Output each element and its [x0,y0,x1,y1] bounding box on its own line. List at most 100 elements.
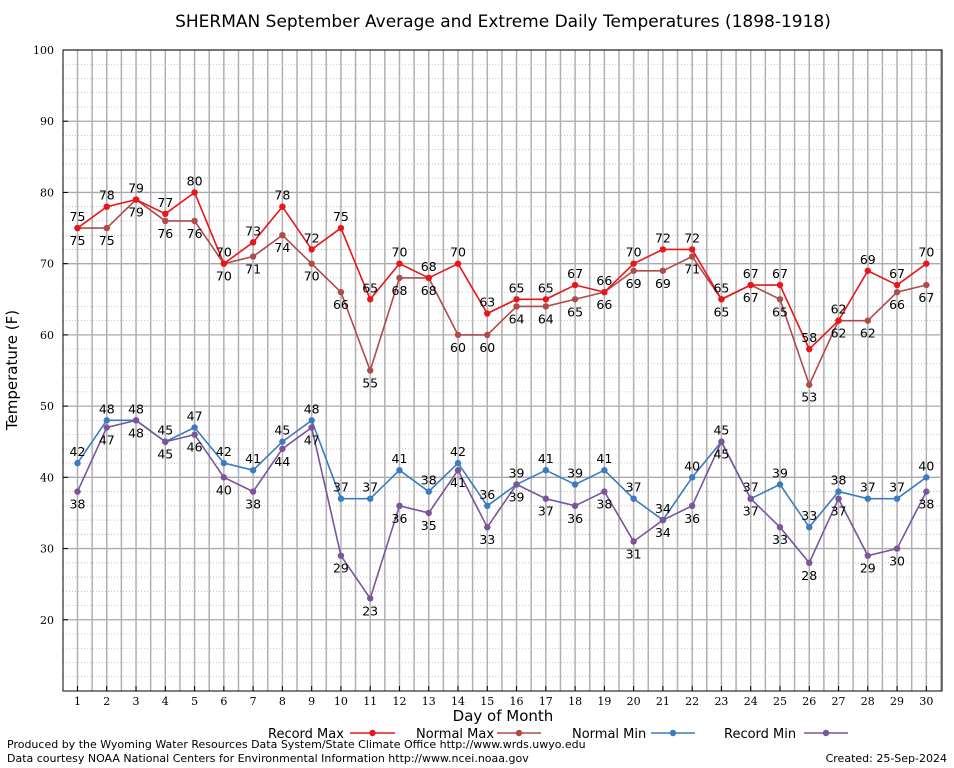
data-point [367,595,374,602]
data-label: 38 [421,473,437,488]
x-tick-label: 17 [539,695,553,708]
data-label: 36 [479,487,495,502]
data-label: 39 [509,489,525,504]
x-tick-label: 30 [919,695,933,708]
x-tick-label: 22 [685,695,699,708]
data-point [893,495,901,502]
legend-label: Normal Max [416,727,494,742]
data-label: 41 [245,451,261,466]
data-label: 37 [538,504,554,519]
data-label: 37 [831,504,847,519]
data-point [337,552,345,559]
footer-produced-by: Produced by the Wyoming Water Resources … [7,738,586,751]
data-point [864,267,871,274]
data-point [454,260,462,267]
x-tick-label: 26 [802,695,816,708]
data-label: 75 [70,233,86,248]
data-point [337,495,345,502]
data-point [864,317,871,324]
data-label: 40 [216,482,232,497]
data-label: 68 [421,283,437,298]
data-label: 62 [831,302,847,317]
data-label: 34 [655,501,671,516]
data-point [571,481,579,488]
data-label: 66 [333,297,349,312]
data-label: 37 [626,480,642,495]
data-point [249,467,257,474]
data-point [513,481,520,488]
data-point [864,495,871,502]
x-tick-label: 18 [568,695,582,708]
data-point [630,267,637,274]
legend-marker [515,729,523,737]
data-label: 38 [70,497,86,512]
x-tick-label: 27 [832,695,846,708]
data-point [425,274,432,282]
data-label: 67 [743,290,759,305]
series-line-normal-min [76,419,927,529]
data-point [923,474,930,481]
data-label: 35 [421,518,437,533]
data-point [542,467,550,474]
data-label: 36 [567,511,583,526]
x-tick-label: 20 [627,695,641,708]
data-label: 33 [801,508,817,523]
data-label: 70 [392,245,408,260]
data-point [659,246,667,253]
data-label: 73 [245,223,261,238]
data-point [454,331,462,339]
data-point [542,303,550,310]
data-label: 67 [918,290,934,305]
data-label: 60 [450,340,466,355]
data-point [308,246,315,253]
data-point [425,488,432,495]
data-label: 67 [743,266,759,281]
data-label: 76 [157,226,173,241]
data-point [249,239,257,246]
data-point [162,217,169,225]
data-label: 65 [772,304,788,319]
data-label: 78 [99,188,115,203]
data-point [484,310,491,317]
data-label: 72 [655,230,671,245]
x-tick-label: 14 [451,695,465,708]
series-line-record-min [76,419,928,601]
data-label: 48 [128,425,144,440]
data-label: 64 [538,311,554,326]
data-point [923,488,930,495]
x-tick-label: 8 [279,695,286,708]
data-point [308,424,315,431]
y-tick-label: 90 [40,115,54,128]
data-label: 80 [187,173,203,188]
data-point [542,296,550,303]
data-point [454,467,462,474]
data-point [74,459,81,467]
x-tick-label: 13 [422,695,436,708]
data-label: 65 [713,304,729,319]
data-label: 37 [333,480,349,495]
data-label: 47 [187,408,203,423]
data-point [659,267,667,274]
plot-frame [62,49,943,692]
x-tick-label: 24 [744,695,758,708]
data-point [103,424,110,431]
data-label: 65 [567,304,583,319]
data-point [688,246,696,253]
data-point [776,523,784,531]
data-label: 58 [801,330,817,345]
y-tick-label: 40 [40,471,54,484]
data-point [337,224,345,232]
data-label: 67 [772,266,788,281]
data-label: 37 [860,480,876,495]
series-lines [74,189,930,602]
footer-courtesy: Data courtesy NOAA National Centers for … [7,752,529,765]
data-label: 37 [743,504,759,519]
data-label: 39 [567,465,583,480]
y-axis-label: Temperature (F) [3,310,21,431]
data-label: 33 [772,532,788,547]
data-point [162,438,169,445]
data-point [601,467,608,474]
data-label: 66 [596,273,612,288]
data-label: 66 [889,297,905,312]
